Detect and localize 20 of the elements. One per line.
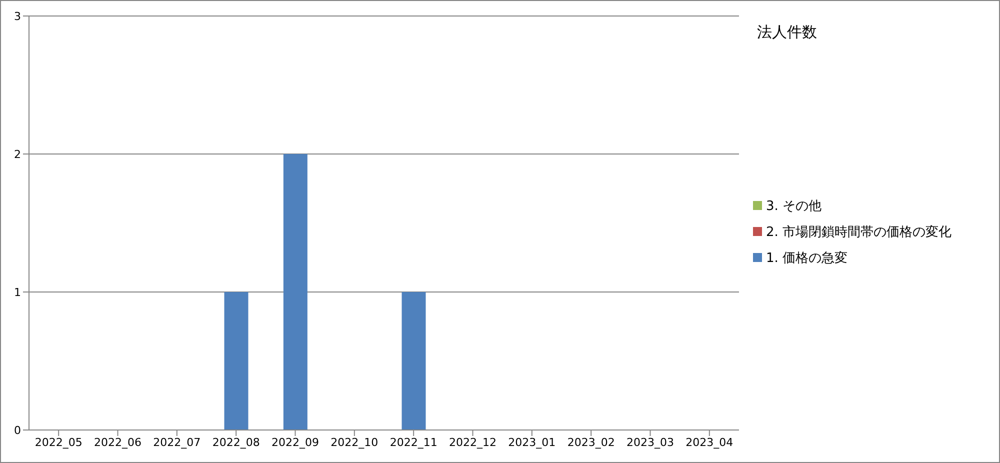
x-tick-label: 2022_10 [330, 436, 378, 449]
x-tick-label: 2023_04 [686, 436, 734, 449]
x-tick-label: 2022_06 [94, 436, 142, 449]
text: 法人件数 [757, 23, 817, 42]
x-tick-label: 2022_08 [212, 436, 260, 449]
x-tick-label: 2023_03 [626, 436, 674, 449]
x-tick-label: 2023_02 [567, 436, 615, 449]
legend-label: 2. 市場閉鎖時間帯の価格の変化 [766, 224, 952, 240]
x-tick-label: 2022_07 [153, 436, 201, 449]
y-tick-label: 2 [14, 148, 21, 161]
legend-label: 1. 価格の急変 [766, 250, 848, 266]
x-tick-label: 2022_09 [272, 436, 319, 449]
x-tick-label: 2022_11 [390, 436, 438, 449]
y-tick-label: 3 [14, 10, 21, 23]
x-tick-label: 2023_01 [508, 436, 556, 449]
y-tick-label: 0 [14, 424, 21, 437]
x-tick-label: 2022_05 [34, 436, 82, 449]
legend-label: 3. その他 [766, 198, 822, 214]
x-tick-label: 2022_12 [449, 436, 496, 449]
y-tick-label: 1 [14, 286, 21, 299]
